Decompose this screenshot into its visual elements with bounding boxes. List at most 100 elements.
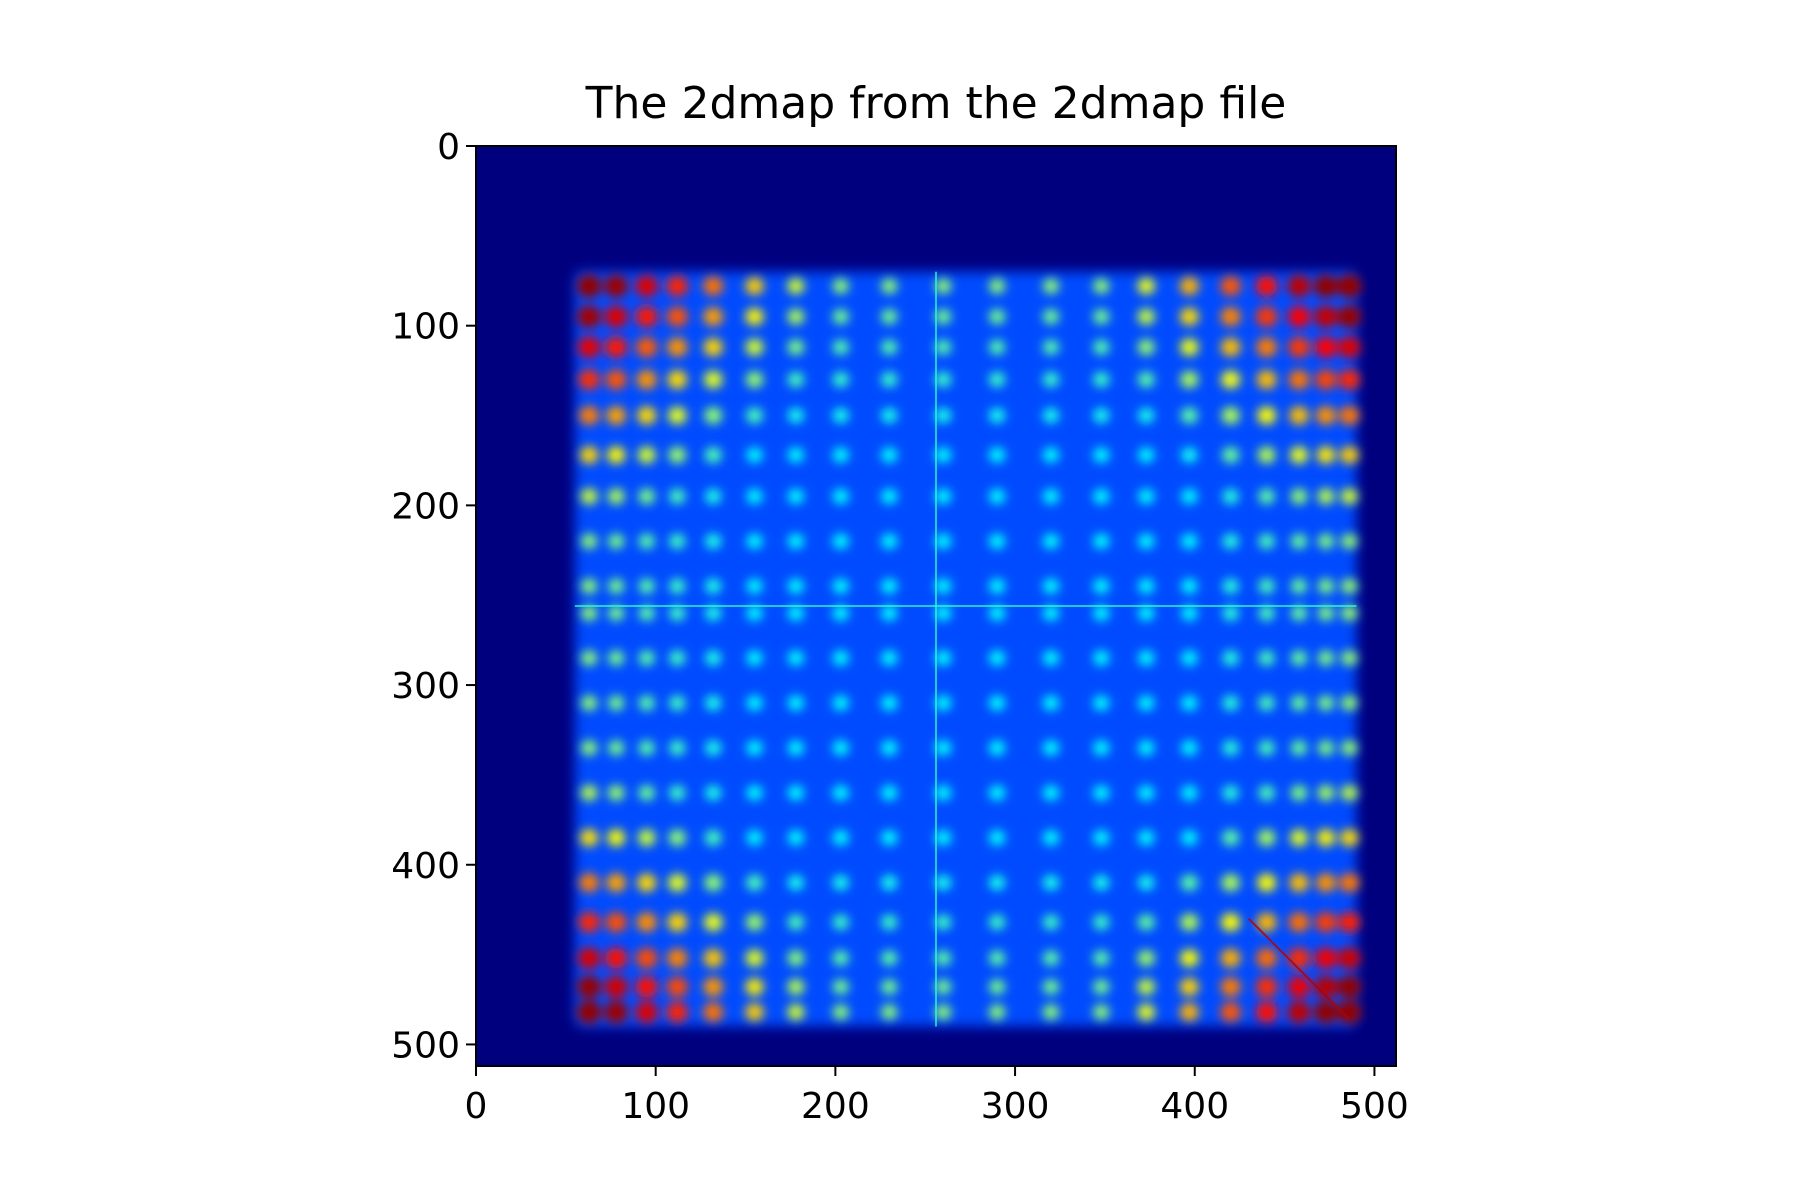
heatmap-spot: [1222, 446, 1240, 464]
heatmap-spot: [1290, 695, 1308, 711]
heatmap-spot: [638, 488, 656, 505]
heatmap-spot: [1042, 979, 1060, 995]
heatmap-spot: [746, 488, 763, 505]
x-axis: 0 100 200 300 400 500: [465, 1066, 1409, 1127]
heatmap-spot: [703, 370, 723, 389]
heatmap-spot: [989, 605, 1006, 621]
heatmap-spot: [1316, 446, 1336, 464]
heatmap-spot: [703, 1002, 724, 1022]
heatmap-spot: [636, 912, 658, 933]
heatmap-spot: [1315, 873, 1336, 893]
heatmap-spot: [635, 275, 658, 297]
heatmap-spot: [705, 605, 722, 621]
heatmap-spot: [1138, 875, 1155, 891]
heatmap-spot: [832, 950, 849, 966]
heatmap-spot: [605, 369, 627, 390]
heatmap-spot: [1181, 650, 1198, 666]
heatmap-spot: [989, 578, 1006, 594]
heatmap-spot: [608, 605, 625, 621]
y-tick-label: 200: [391, 486, 460, 527]
heatmap-spot: [935, 578, 952, 594]
heatmap-spot: [881, 407, 898, 424]
heatmap-spot: [635, 1001, 658, 1023]
heatmap-spot: [1256, 370, 1277, 390]
heatmap-spot: [881, 371, 898, 388]
heatmap-spot: [989, 979, 1006, 995]
heatmap-spot: [832, 447, 849, 463]
x-tick-label: 0: [465, 1086, 488, 1127]
heatmap-spot: [1314, 336, 1338, 358]
heatmap-spot: [832, 979, 849, 995]
heatmap-spot: [1181, 695, 1198, 711]
heatmap-spot: [605, 947, 628, 969]
heatmap-spot: [705, 695, 722, 711]
heatmap-spot: [1257, 873, 1277, 892]
heatmap-spot: [1093, 950, 1110, 966]
heatmap-spot: [1314, 975, 1338, 999]
heatmap-spot: [1180, 371, 1199, 389]
heatmap-spot: [832, 278, 849, 294]
heatmap-spot: [1258, 650, 1275, 666]
heatmap-spot: [577, 336, 601, 358]
heatmap-spot: [669, 650, 686, 666]
heatmap-spot: [1181, 578, 1198, 594]
heatmap-spot: [1221, 370, 1241, 389]
heatmap-bright-region: [574, 271, 1357, 1027]
heatmap-spot: [1181, 785, 1198, 801]
heatmap-spot: [1339, 873, 1360, 893]
heatmap-spot: [1287, 305, 1311, 328]
heatmap-spot: [1093, 488, 1110, 505]
heatmap-spot: [1316, 829, 1336, 847]
heatmap-spot: [832, 650, 849, 666]
heatmap-spot: [787, 650, 804, 666]
heatmap-spot: [1337, 305, 1362, 328]
heatmap-spot: [606, 406, 627, 425]
heatmap-spot: [1042, 914, 1060, 930]
plot-area: [476, 146, 1396, 1066]
heatmap-spot: [637, 829, 656, 847]
heatmap-spot: [1138, 650, 1155, 666]
heatmap-spot: [1042, 785, 1060, 801]
heatmap-spot: [935, 650, 952, 666]
heatmap-spot: [1340, 829, 1359, 847]
heatmap-spot: [787, 371, 805, 388]
heatmap-spot: [1255, 976, 1278, 998]
heatmap-spot: [1314, 305, 1338, 328]
heatmap-spot: [1042, 339, 1060, 355]
heatmap-spot: [1317, 650, 1335, 666]
heatmap-spot: [635, 337, 658, 358]
heatmap-spot: [881, 1004, 898, 1020]
heatmap-spot: [1220, 1002, 1242, 1022]
heatmap-spot: [666, 275, 688, 297]
heatmap-spot: [935, 695, 952, 711]
heatmap-spot: [1222, 578, 1239, 594]
heatmap-spot: [1317, 533, 1335, 549]
heatmap-spot: [787, 339, 805, 356]
heatmap-spot: [1290, 488, 1308, 505]
heatmap-spot: [787, 407, 804, 424]
heatmap-spot: [638, 605, 655, 621]
heatmap-spot: [746, 830, 763, 846]
heatmap-spot: [705, 650, 722, 666]
heatmap-spot: [935, 605, 952, 621]
heatmap-spot: [577, 947, 601, 969]
heatmap-spot: [581, 740, 598, 756]
heatmap-spot: [635, 976, 658, 998]
heatmap-spot: [881, 914, 898, 930]
heatmap-spot: [1181, 488, 1198, 505]
heatmap-spot: [1138, 740, 1155, 756]
heatmap-spot: [581, 533, 598, 549]
heatmap-spot: [1222, 740, 1239, 756]
heatmap-spot: [1256, 337, 1278, 358]
heatmap-spot: [1255, 275, 1278, 297]
heatmap-spot: [787, 978, 805, 996]
heatmap-spot: [1341, 533, 1358, 549]
heatmap-spot: [1138, 447, 1155, 463]
heatmap-spot: [581, 695, 598, 711]
heatmap-spot: [1220, 276, 1242, 296]
heatmap-spot: [704, 447, 722, 464]
chart-title: The 2dmap from the 2dmap file: [585, 78, 1287, 129]
heatmap-spot: [668, 446, 687, 464]
heatmap-spot: [989, 339, 1006, 355]
heatmap-spot: [1317, 695, 1335, 711]
